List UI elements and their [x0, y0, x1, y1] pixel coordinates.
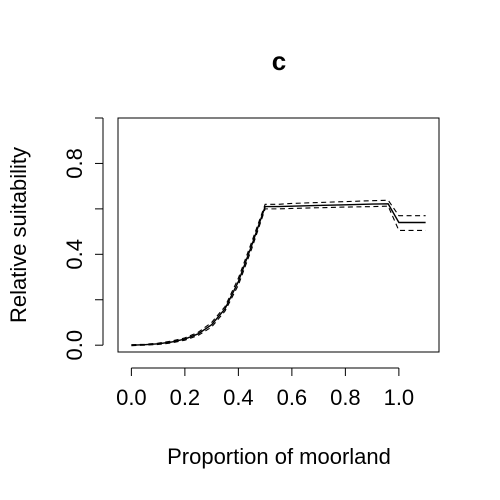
x-tick-label: 1.0 — [384, 385, 415, 410]
series-line-estimate — [131, 203, 426, 346]
x-tick-label: 0.0 — [116, 385, 147, 410]
x-axis: 0.0 0.2 0.4 0.6 0.8 1.0 — [116, 367, 415, 410]
series-line-lower-ci — [131, 205, 426, 347]
chart-title: c — [272, 46, 286, 76]
y-tick-label: 0.0 — [62, 330, 87, 361]
plot-frame — [117, 117, 440, 353]
x-tick-label: 0.2 — [170, 385, 201, 410]
series-line-upper-ci — [131, 199, 426, 346]
x-tick-label: 0.6 — [277, 385, 308, 410]
y-axis: 0.0 0.4 0.8 — [62, 117, 104, 361]
x-tick-label: 0.8 — [330, 385, 361, 410]
series-layer — [131, 199, 426, 347]
y-axis-title: Relative suitability — [6, 147, 31, 323]
x-axis-title: Proportion of moorland — [167, 444, 391, 469]
x-tick-label: 0.4 — [223, 385, 254, 410]
y-tick-label: 0.8 — [62, 148, 87, 179]
y-tick-label: 0.4 — [62, 239, 87, 270]
